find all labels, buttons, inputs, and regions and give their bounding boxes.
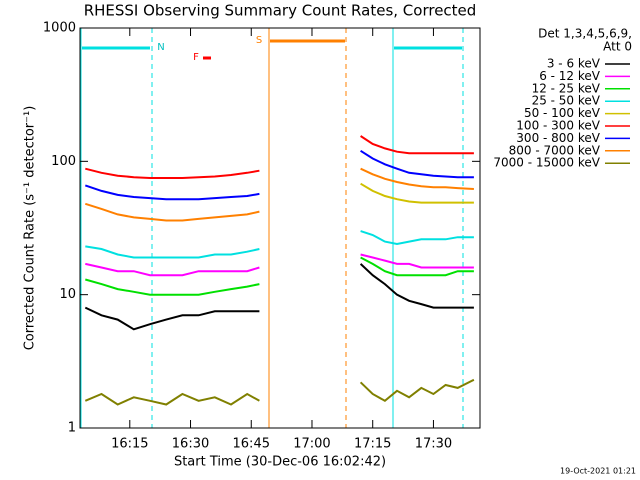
x-tick-label: 17:00 bbox=[293, 437, 330, 452]
x-tick-label: 16:45 bbox=[233, 437, 270, 452]
y-tick-label: 100 bbox=[51, 154, 76, 169]
legend-label: 100 - 300 keV bbox=[516, 119, 600, 133]
series-line bbox=[85, 253, 474, 277]
legend-label: 50 - 100 keV bbox=[524, 106, 601, 120]
series-line bbox=[85, 256, 474, 296]
legend-label: 12 - 25 keV bbox=[532, 81, 601, 95]
legend-title: Det 1,3,4,5,6,9, bbox=[538, 27, 632, 41]
x-tick-label: 16:30 bbox=[172, 437, 209, 452]
plot-frame bbox=[79, 27, 481, 429]
legend-label: 6 - 12 keV bbox=[539, 69, 601, 83]
legend-label: 3 - 6 keV bbox=[547, 57, 601, 71]
legend-label: 300 - 800 keV bbox=[516, 131, 600, 145]
annotation: N bbox=[157, 42, 164, 53]
x-tick-label: 16:15 bbox=[111, 437, 148, 452]
chart-title: RHESSI Observing Summary Count Rates, Co… bbox=[84, 2, 477, 20]
legend-title: Att 0 bbox=[603, 40, 632, 54]
series-line bbox=[85, 135, 474, 179]
series-line bbox=[84, 149, 474, 201]
annotation: S bbox=[256, 35, 262, 46]
series-line bbox=[84, 263, 474, 331]
x-tick-label: 17:15 bbox=[354, 437, 391, 452]
y-tick-label: 1 bbox=[68, 421, 76, 436]
x-axis-label: Start Time (30-Dec-06 16:02:42) bbox=[174, 455, 386, 470]
legend-label: 25 - 50 keV bbox=[532, 94, 601, 108]
legend-label: 800 - 7000 keV bbox=[509, 143, 601, 157]
x-tick-label: 17:30 bbox=[415, 437, 452, 452]
series-line bbox=[84, 167, 474, 222]
y-axis-label: Corrected Count Rate (s⁻¹ detector⁻¹) bbox=[23, 106, 38, 351]
series-line bbox=[84, 378, 475, 406]
y-tick-label: 10 bbox=[59, 287, 76, 302]
footer: 19-Oct-2021 01:21 bbox=[560, 467, 636, 476]
series-line bbox=[360, 182, 474, 204]
series-line bbox=[85, 230, 474, 259]
legend-label: 7000 - 15000 keV bbox=[493, 156, 600, 170]
y-tick-label: 1000 bbox=[43, 21, 76, 36]
annotation: F bbox=[193, 52, 199, 63]
